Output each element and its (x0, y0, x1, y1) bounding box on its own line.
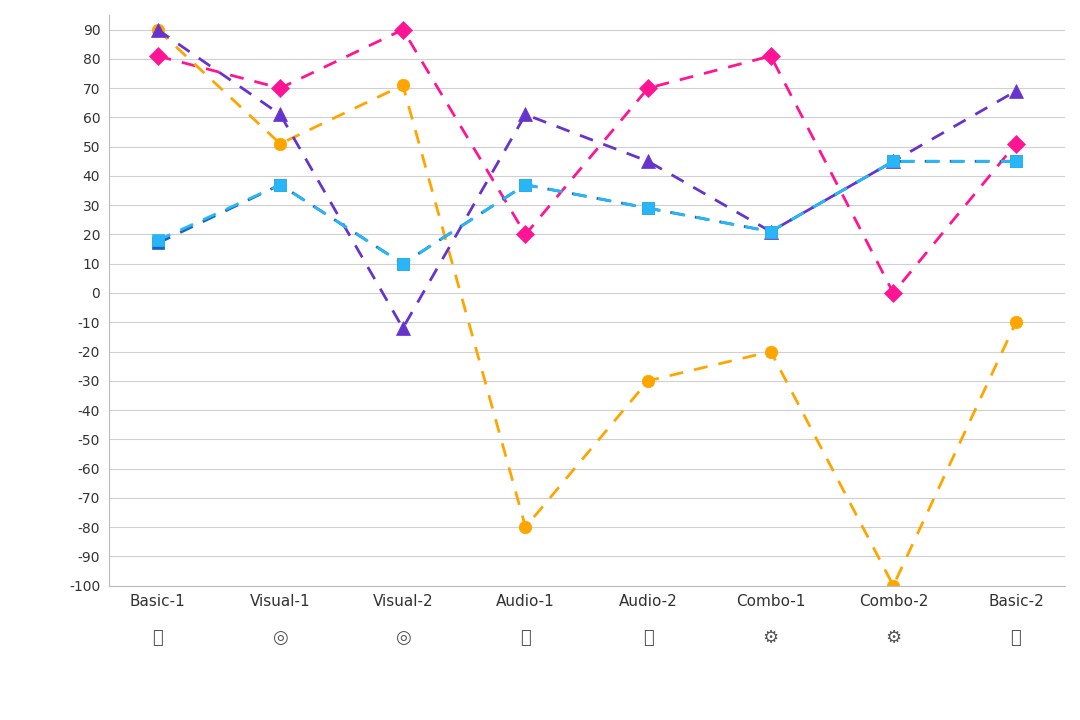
Text: ◎: ◎ (395, 629, 410, 647)
Text: 🕐: 🕐 (152, 629, 163, 647)
Text: 🔊: 🔊 (643, 629, 653, 647)
Text: ⚙: ⚙ (886, 629, 902, 647)
Text: 🔊: 🔊 (521, 629, 531, 647)
Text: 🕐: 🕐 (1011, 629, 1022, 647)
Text: ⚙: ⚙ (762, 629, 779, 647)
Text: ◎: ◎ (272, 629, 288, 647)
